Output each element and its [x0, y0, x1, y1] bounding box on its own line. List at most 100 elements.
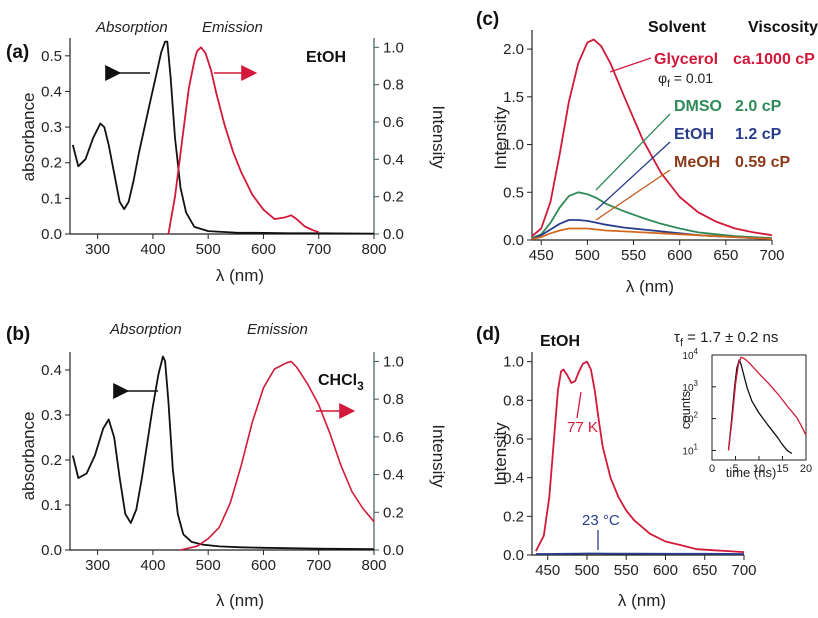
x-tick-label: 700: [759, 247, 784, 264]
inset-77k-decay-line: [727, 356, 807, 451]
inset-x-tick-label: 20: [800, 463, 812, 475]
inset-ticks: 0 5 10 15 20 101 102 103 104: [682, 347, 812, 475]
panel-b-solvent: CHCl3: [318, 372, 364, 393]
y-tick-label: 0.2: [383, 504, 404, 521]
x-tick-label: 500: [196, 557, 221, 574]
inset-frame: [711, 354, 807, 461]
x-tick-label: 800: [361, 557, 386, 574]
x-tick-label: 500: [196, 241, 221, 258]
y-tick-label: 0.4: [41, 362, 62, 379]
absorption-line: [71, 40, 375, 235]
panel-d: (d) EtOH τf = 1.7 ± 0.2 ns Intensity λ (…: [476, 324, 812, 610]
y-tick-label: 1.0: [383, 39, 404, 56]
panel-d-label-23c: 23 °C: [582, 512, 620, 529]
x-tick-label: 500: [574, 562, 599, 579]
panel-a-ticks: 300 400 500 600 700 8000.00.10.20.30.40.50.00…: [41, 39, 404, 258]
panel-a-lines: [71, 40, 375, 235]
legend-meoh-leader: [595, 169, 671, 221]
x-tick-label: 700: [306, 241, 331, 258]
panel-d-inset: counts time (ns) 0 5 10 15 20 101 102 103 104: [678, 347, 812, 480]
y-tick-label: 1.0: [383, 353, 404, 370]
y-tick-label: 0.6: [503, 431, 524, 448]
y-tick-label: 0.6: [383, 429, 404, 446]
x-tick-label: 500: [575, 247, 600, 264]
y-tick-label: 0.5: [41, 48, 62, 65]
inset-lines: [727, 356, 807, 455]
panel-c-lines: [531, 38, 773, 240]
inset-x-tick-label: 10: [753, 463, 765, 475]
y-tick-label: 0.8: [503, 392, 524, 409]
legend-meoh-name: MeOH: [674, 154, 720, 171]
panel-b-xlabel: λ (nm): [216, 591, 264, 610]
panel-b-ylabel-right: Intensity: [429, 424, 448, 488]
y-tick-label: 0.0: [503, 547, 524, 564]
panel-b: (b) Absorption Emission CHCl3 absorbance…: [6, 321, 448, 610]
legend-glycerol-quantum-yield: φf = 0.01: [658, 70, 713, 90]
panel-a-absorption-label: Absorption: [95, 19, 168, 36]
panel-b-emission-label: Emission: [247, 321, 308, 338]
y-tick-label: 0.1: [41, 190, 62, 207]
y-tick-label: 0.0: [41, 226, 62, 243]
emission-line: [167, 46, 319, 235]
y-tick-label: 0.8: [383, 77, 404, 94]
y-tick-label: 0.0: [383, 226, 404, 243]
panel-c-label: (c): [476, 9, 499, 30]
y-tick-label: 1.5: [503, 89, 524, 106]
panel-c-ticks: 450 500 550 600 650 700 0.0 0.5 1.0 1.5 2.0: [503, 41, 784, 264]
x-tick-label: 450: [535, 562, 560, 579]
inset-etoh-decay-line: [727, 359, 793, 455]
legend-glycerol-leader: [609, 57, 652, 73]
x-tick-label: 700: [306, 557, 331, 574]
x-tick-label: 450: [529, 247, 554, 264]
panel-c-xlabel: λ (nm): [626, 277, 674, 296]
77k-emission-line: [535, 360, 745, 553]
panel-c: (c) Solvent Viscosity Intensity λ (nm) 4…: [476, 9, 818, 296]
panel-b-label: (b): [6, 324, 30, 345]
panel-b-absorption-label: Absorption: [109, 321, 182, 338]
inset-y-tick-label: 102: [682, 411, 698, 426]
y-tick-label: 0.8: [383, 391, 404, 408]
legend-etoh-leader: [595, 141, 671, 211]
emission-line: [180, 360, 375, 551]
x-tick-label: 550: [614, 562, 639, 579]
meoh-line: [531, 227, 773, 240]
legend-dmso-name: DMSO: [674, 98, 722, 115]
panel-c-axes: [531, 30, 772, 241]
y-tick-label: 0.4: [41, 83, 62, 100]
x-tick-label: 400: [140, 241, 165, 258]
panel-d-solvent: EtOH: [540, 333, 580, 350]
panel-a-emission-label: Emission: [202, 19, 263, 36]
inset-axes: [711, 354, 807, 461]
panel-c-ylabel: Intensity: [491, 106, 510, 170]
y-tick-label: 0.0: [383, 542, 404, 559]
legend-glycerol-name: Glycerol: [654, 51, 718, 68]
legend-etoh-viscosity: 1.2 cP: [735, 126, 782, 143]
inset-x-tick-label: 0: [709, 463, 715, 475]
y-tick-label: 0.6: [383, 114, 404, 131]
glycerol-line: [531, 38, 773, 237]
y-tick-label: 0.0: [503, 232, 524, 249]
23c-emission-line: [535, 552, 745, 555]
panel-a-xlabel: λ (nm): [216, 266, 264, 285]
panel-d-77k-leader: [576, 391, 582, 419]
y-tick-label: 0.2: [503, 508, 524, 525]
inset-x-tick-label: 15: [776, 463, 788, 475]
y-tick-label: 0.2: [383, 189, 404, 206]
inset-xlabel: time (ns): [726, 465, 777, 480]
panel-d-ticks: 450 500 550 600 650 700 0.0 0.2 0.4 0.6 0.8 1.0: [503, 354, 756, 579]
x-tick-label: 600: [251, 557, 276, 574]
legend-meoh-viscosity: 0.59 cP: [735, 154, 790, 171]
y-tick-label: 0.2: [41, 155, 62, 172]
x-tick-label: 400: [140, 557, 165, 574]
y-tick-label: 0.4: [503, 470, 524, 487]
inset-y-tick-label: 104: [682, 347, 698, 362]
y-tick-label: 0.2: [41, 452, 62, 469]
panel-c-header-viscosity: Viscosity: [748, 19, 818, 36]
inset-y-tick-label: 103: [682, 379, 698, 394]
y-tick-label: 0.3: [41, 119, 62, 136]
y-tick-label: 1.0: [503, 354, 524, 371]
x-tick-label: 700: [731, 562, 756, 579]
y-tick-label: 0.3: [41, 407, 62, 424]
x-tick-label: 650: [713, 247, 738, 264]
